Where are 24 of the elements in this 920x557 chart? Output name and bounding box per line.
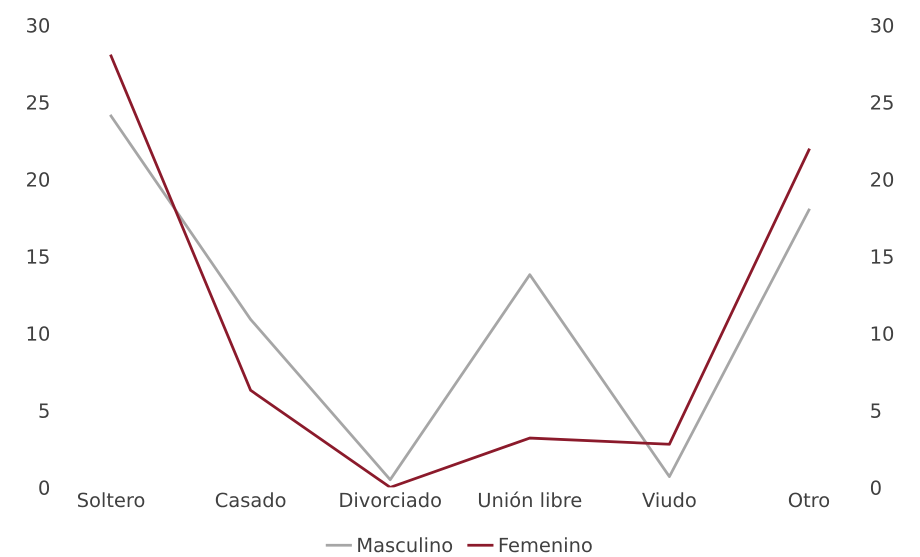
y-tick-label: 10: [28, 326, 50, 341]
y-tick-label: 5: [39, 404, 49, 418]
x-tick-label: Casado: [216, 492, 286, 508]
y2-tick-label: 25: [871, 95, 893, 110]
y-tick-label: 15: [28, 249, 49, 264]
y2-tick-label: 20: [871, 172, 894, 187]
x-tick-label: Unión libre: [478, 491, 582, 508]
line-series: [110, 114, 810, 482]
x-tick-label: Otro: [788, 492, 830, 508]
x-tick-label: Soltero: [78, 492, 144, 508]
y-tick-label: 0: [39, 480, 50, 496]
y2-tick-label: 0: [870, 480, 881, 496]
legend-label: Masculino: [358, 537, 452, 552]
y2-tick-label: 10: [872, 326, 894, 341]
y-tick-label: 30: [27, 18, 50, 33]
y-tick-label: 25: [27, 95, 49, 110]
y-tick-label: 20: [27, 172, 50, 187]
y2-tick-label: 15: [872, 249, 893, 264]
y2-tick-label: 30: [871, 18, 894, 33]
x-tick-label: Divorciado: [340, 492, 441, 508]
x-tick-label: Viudo: [642, 492, 696, 508]
legend-label: Femenino: [500, 537, 592, 552]
line-series: [110, 54, 810, 488]
y2-tick-label: 5: [871, 404, 880, 418]
